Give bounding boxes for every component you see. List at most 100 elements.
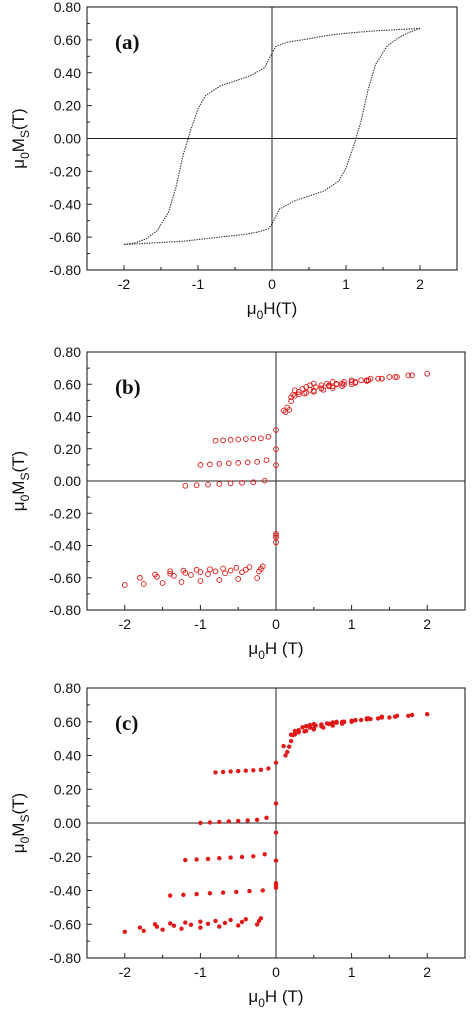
y-tick-label: 0.80 <box>54 680 81 696</box>
data-point <box>258 767 264 772</box>
data-point <box>227 567 234 574</box>
data-point <box>394 713 400 718</box>
data-point <box>122 929 128 934</box>
data-point <box>375 716 381 721</box>
y-tick-label: -0.80 <box>49 262 81 278</box>
data-point <box>260 888 265 893</box>
data-point <box>179 926 184 931</box>
data-point <box>409 372 415 379</box>
x-tick-label: 1 <box>348 616 356 632</box>
data-point <box>296 730 301 735</box>
data-point <box>220 890 226 895</box>
y-tick-label: 0.00 <box>54 815 81 831</box>
data-point <box>409 712 415 718</box>
data-point <box>319 724 324 729</box>
data-point <box>152 922 158 927</box>
data-series <box>121 370 431 588</box>
chart-panel-a: -2 -1 0 1 2 -0.80 -0.60 -0.40 -0.20 0.00 0.20 0.40 0… <box>9 0 458 322</box>
data-point <box>212 568 219 575</box>
data-point <box>280 407 287 414</box>
data-point <box>352 379 359 386</box>
data-point <box>358 377 364 384</box>
data-point <box>217 819 222 825</box>
data-point <box>261 477 268 484</box>
data-point <box>425 712 430 717</box>
x-tick-label: 2 <box>423 616 431 632</box>
data-point <box>348 379 355 385</box>
data-point <box>263 457 270 464</box>
y-tick-label: -0.80 <box>49 950 81 966</box>
data-point <box>394 374 400 380</box>
data-point <box>339 383 345 389</box>
data-point <box>318 385 325 392</box>
y-tick-label: 0.80 <box>54 344 81 360</box>
y-tick-label: -0.40 <box>49 196 81 212</box>
data-point <box>406 713 411 718</box>
y-tick-label: -0.80 <box>49 602 81 618</box>
data-point <box>379 714 384 719</box>
x-axis-label: μ0H (T) <box>248 639 303 662</box>
data-point <box>140 581 147 587</box>
chart-panel-b: -2 -1 0 1 2 -0.80 -0.60 -0.40 -0.20 0.00 0.20 0.40 0… <box>9 344 466 662</box>
data-point <box>254 459 260 465</box>
data-point <box>349 719 354 724</box>
data-point <box>197 462 204 468</box>
data-point <box>283 753 288 758</box>
data-point <box>287 744 292 749</box>
panel-label: (b) <box>115 375 141 399</box>
data-point <box>236 818 241 824</box>
data-point <box>220 769 226 775</box>
data-point <box>183 920 188 925</box>
x-tick-label: 0 <box>268 276 276 292</box>
data-point <box>188 922 194 927</box>
data-point <box>243 917 248 922</box>
data-point <box>242 566 249 573</box>
data-point <box>264 815 269 820</box>
data-point <box>239 479 245 486</box>
y-tick-label: 0.00 <box>54 473 81 489</box>
data-point <box>273 446 279 452</box>
data-point <box>258 435 264 442</box>
data-point <box>207 461 213 468</box>
data-point <box>225 460 232 467</box>
data-point <box>194 857 199 862</box>
data-point <box>392 374 398 380</box>
x-tick-label: -1 <box>194 616 207 632</box>
data-point <box>183 857 188 863</box>
data-point <box>181 892 186 897</box>
data-point <box>333 381 340 388</box>
data-point <box>227 480 234 487</box>
data-point <box>236 768 241 774</box>
data-point <box>235 436 242 443</box>
x-tick-label: 0 <box>272 616 280 632</box>
data-point <box>216 577 223 583</box>
data-point <box>265 433 272 440</box>
data-point <box>188 572 194 578</box>
data-point <box>326 721 332 727</box>
data-point <box>228 855 233 860</box>
y-tick-label: 0.20 <box>54 98 81 114</box>
y-tick-label: 0.80 <box>54 0 81 15</box>
data-point <box>254 817 260 822</box>
data-point <box>292 728 298 734</box>
data-point <box>168 893 173 898</box>
y-tick-label: 0.00 <box>54 131 81 147</box>
data-point <box>330 723 335 728</box>
data-point <box>193 567 200 573</box>
data-point <box>152 571 158 578</box>
data-point <box>310 387 317 394</box>
data-point <box>217 856 222 861</box>
data-point <box>193 482 200 489</box>
data-point <box>246 564 253 570</box>
data-point <box>250 435 257 442</box>
data-point <box>141 928 146 933</box>
data-point <box>160 927 165 932</box>
data-point <box>424 370 431 377</box>
data-point <box>348 381 355 388</box>
data-point <box>358 717 364 723</box>
x-tick-label: 1 <box>348 964 356 980</box>
data-point <box>197 578 204 584</box>
data-point <box>375 375 381 382</box>
data-point <box>299 385 306 392</box>
data-point <box>239 919 245 925</box>
